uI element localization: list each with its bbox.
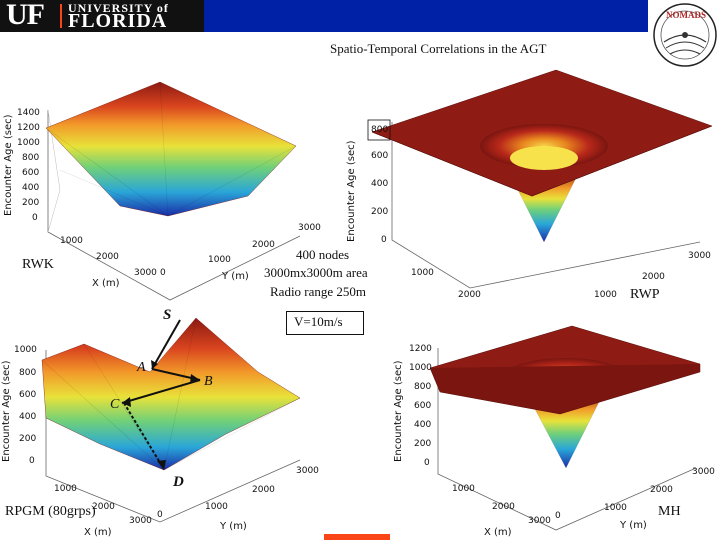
uf-logo-university: UNIVERSITY of — [68, 1, 169, 15]
slide-title: Spatio-Temporal Correlations in the AGT — [330, 41, 547, 56]
plot-mh-y-tick: 2000 — [650, 485, 673, 495]
plot-rpgm-x-tick: 0 — [157, 510, 163, 520]
uf-logo: UF UNIVERSITY of FLORIDA — [0, 0, 204, 32]
plot-rpgm-y-tick: 3000 — [296, 466, 319, 476]
plot-rwp-z-tick: 600 — [371, 151, 389, 161]
plot-rwk-y-tick: 1000 — [208, 255, 231, 265]
info-nodes: 400 nodes — [296, 247, 350, 262]
plot-rwp-y-tick: 3000 — [688, 251, 711, 261]
plot-rpgm-z-tick: 200 — [19, 434, 37, 444]
plot-rwk-y-label: Y (m) — [222, 271, 249, 282]
point-label-s: S — [163, 307, 172, 323]
plot-rpgm-x-tick: 3000 — [129, 516, 152, 526]
plot-rwk-z-tick: 200 — [22, 198, 40, 208]
plot-rwk-y-tick: 2000 — [252, 240, 275, 250]
plot-rwk-x-tick: 1000 — [60, 236, 83, 246]
plot-rwk-z-tick: 1400 — [17, 108, 40, 118]
plot-rwk-z-tick: 600 — [22, 168, 40, 178]
info-velocity: V=10m/s — [294, 314, 343, 329]
plot-rwk-y-tick: 3000 — [298, 223, 321, 233]
plot-rwk-x-label: X (m) — [92, 278, 120, 289]
plot-rpgm-z-tick: 0 — [29, 456, 35, 466]
plot-mh-x-tick: 2000 — [492, 502, 515, 512]
plot-rpgm-z-tick: 600 — [19, 390, 37, 400]
plot-rpgm-y-label: Y (m) — [220, 521, 247, 532]
plot-rwk-x-tick: 3000 — [134, 268, 157, 278]
plot-rwk-z-tick: 1200 — [17, 123, 40, 133]
plot-mh-z-tick: 0 — [424, 458, 430, 468]
plot-rwk-label: RWK — [22, 257, 54, 272]
plot-mh-y-tick: 3000 — [692, 467, 715, 477]
plot-rpgm-z-tick: 800 — [19, 368, 37, 378]
plot-rpgm-x-tick: 1000 — [54, 484, 77, 494]
plot-rpgm-y-tick: 2000 — [252, 485, 275, 495]
plot-rwk-z-tick: 1000 — [17, 138, 40, 148]
plot-mh-z-tick: 1200 — [409, 344, 432, 354]
plot-rpgm-x-label: X (m) — [84, 527, 112, 538]
plot-mh-z-tick: 400 — [414, 420, 432, 430]
plot-rpgm-x-tick: 2000 — [92, 502, 115, 512]
point-label-b: B — [204, 374, 213, 389]
plot-rwp-z-tick: 0 — [381, 235, 387, 245]
nomads-badge: NOMADS — [652, 2, 718, 68]
point-label-c: C — [110, 397, 120, 412]
plot-rpgm-z-tick: 1000 — [14, 345, 37, 355]
plot-mh-y-label: Y (m) — [620, 520, 647, 531]
uf-logo-divider — [60, 4, 62, 28]
uf-logo-mark: UF — [6, 0, 45, 31]
plot-mh-z-tick: 600 — [414, 401, 432, 411]
plot-mh-x-tick: 0 — [555, 511, 561, 521]
plot-rwp-label: RWP — [630, 287, 660, 302]
info-velocity-box: V=10m/s — [286, 311, 364, 335]
info-radio: Radio range 250m — [270, 284, 367, 299]
plot-rwk-x-tick: 2000 — [96, 252, 119, 262]
footer-accent — [324, 534, 390, 540]
plot-mh-z-tick: 800 — [414, 382, 432, 392]
plot-mh-z-label: Encounter Age (sec) — [393, 360, 404, 463]
plot-mh-label: MH — [658, 504, 681, 519]
plot-rwk-z-tick: 0 — [32, 213, 38, 223]
info-area: 3000mx3000m area — [264, 265, 368, 280]
plot-rwk-x-tick: 0 — [160, 268, 166, 278]
nomads-badge-icon — [653, 3, 717, 67]
uf-logo-florida: FLORIDA — [68, 10, 168, 32]
plot-rpgm-y-tick: 1000 — [205, 502, 228, 512]
plot-mh-x-tick: 1000 — [452, 484, 475, 494]
plot-rwp-z-tick: 800 — [371, 125, 389, 135]
plot-mh-z-tick: 200 — [414, 439, 432, 449]
plot-mh-x-tick: 3000 — [528, 516, 551, 526]
nomads-badge-text: NOMADS — [666, 10, 706, 20]
plot-rwp-z-tick: 200 — [371, 207, 389, 217]
plot-mh-z-tick: 1000 — [409, 363, 432, 373]
plot-rwk-z-tick: 800 — [22, 153, 40, 163]
plot-rwp-y-tick: 1000 — [594, 290, 617, 300]
plot-rwp-x-tick: 1000 — [411, 268, 434, 278]
point-label-d: D — [173, 474, 184, 490]
plot-rpgm-label: RPGM (80grps) — [5, 504, 96, 519]
plot-mh-y-tick: 1000 — [604, 503, 627, 513]
plot-rwp-x-tick: 2000 — [458, 290, 481, 300]
point-label-a: A — [137, 360, 146, 375]
plot-rwk-z-tick: 400 — [22, 183, 40, 193]
plot-mh-x-label: X (m) — [484, 527, 512, 538]
plot-rwp-y-tick: 2000 — [642, 272, 665, 282]
plot-rwp-z-tick: 400 — [371, 179, 389, 189]
plot-rpgm-z-tick: 400 — [19, 412, 37, 422]
